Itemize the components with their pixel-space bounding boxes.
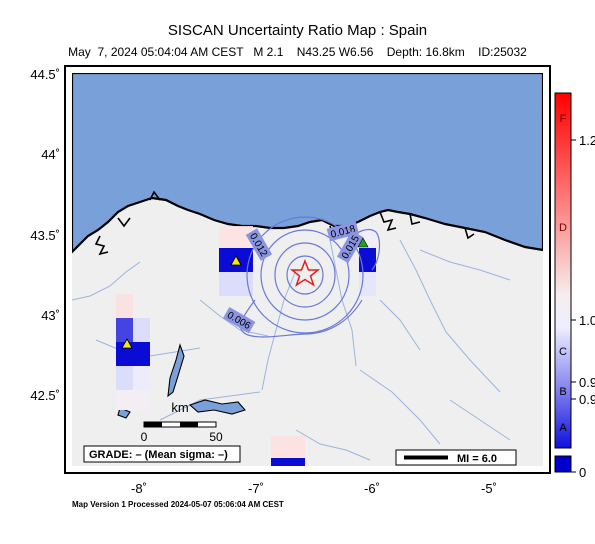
colorbar-grade: C	[559, 346, 567, 358]
grade-legend-label: GRADE: – (Mean sigma: –)	[89, 449, 228, 461]
colorbar-grade: B	[559, 386, 566, 398]
contour-label-bg	[336, 230, 364, 264]
map-title: SISCAN Uncertainty Ratio Map : Spain	[167, 22, 428, 39]
colorbar	[554, 92, 572, 449]
colorbar-value: 0.9	[579, 392, 595, 407]
colorbar-value: 1.0	[579, 313, 595, 328]
scale-bar-tick: 0	[141, 430, 148, 444]
colorbar-value: 1.2	[579, 133, 595, 148]
lon-label: -7˚	[248, 481, 264, 496]
contour-label-bg	[222, 306, 256, 334]
station-triangle-green	[357, 237, 369, 248]
map-footer: Map Version 1 Processed 2024-05-07 05:06…	[72, 500, 284, 509]
contour-label-bg	[245, 228, 273, 261]
lon-label: -6˚	[364, 481, 380, 496]
lat-label: 43˚	[41, 308, 60, 323]
scale-bar-unit: km	[171, 400, 188, 415]
colorbar-value: 0	[579, 465, 586, 480]
station-triangle	[121, 338, 133, 349]
colorbar-value: 0.9	[579, 375, 595, 390]
lat-label: 43.5˚	[30, 228, 60, 243]
station-triangle	[230, 255, 242, 266]
lat-label: 42.5˚	[30, 388, 60, 403]
station-markers	[121, 255, 242, 349]
colorbar-grade: A	[559, 422, 567, 434]
mi-legend-box	[395, 449, 517, 466]
reservoirs	[117, 343, 246, 419]
event-subtitle: May 7, 2024 05:04:04 AM CEST M 2.1 N43.2…	[68, 45, 527, 59]
scale-bar: km 0 50	[141, 400, 223, 444]
scale-bar-tick: 50	[209, 430, 223, 444]
lat-label: 44˚	[41, 147, 60, 162]
grade-legend-box	[83, 445, 241, 463]
uncertainty-cells	[116, 226, 376, 466]
lon-label: -5˚	[481, 481, 497, 496]
mi-legend-label: MI = 6.0	[457, 453, 497, 465]
lat-label: 44.5˚	[30, 67, 60, 82]
uncertainty-contours	[239, 216, 381, 338]
ocean-area	[72, 73, 543, 254]
colorbar-zero-swatch	[554, 455, 572, 473]
epicenter-star-icon	[289, 258, 321, 287]
colorbar-grade: D	[559, 222, 567, 234]
colorbar-grade: F	[560, 113, 567, 125]
lon-label: -8˚	[131, 481, 147, 496]
contour-label-bg	[326, 221, 360, 242]
